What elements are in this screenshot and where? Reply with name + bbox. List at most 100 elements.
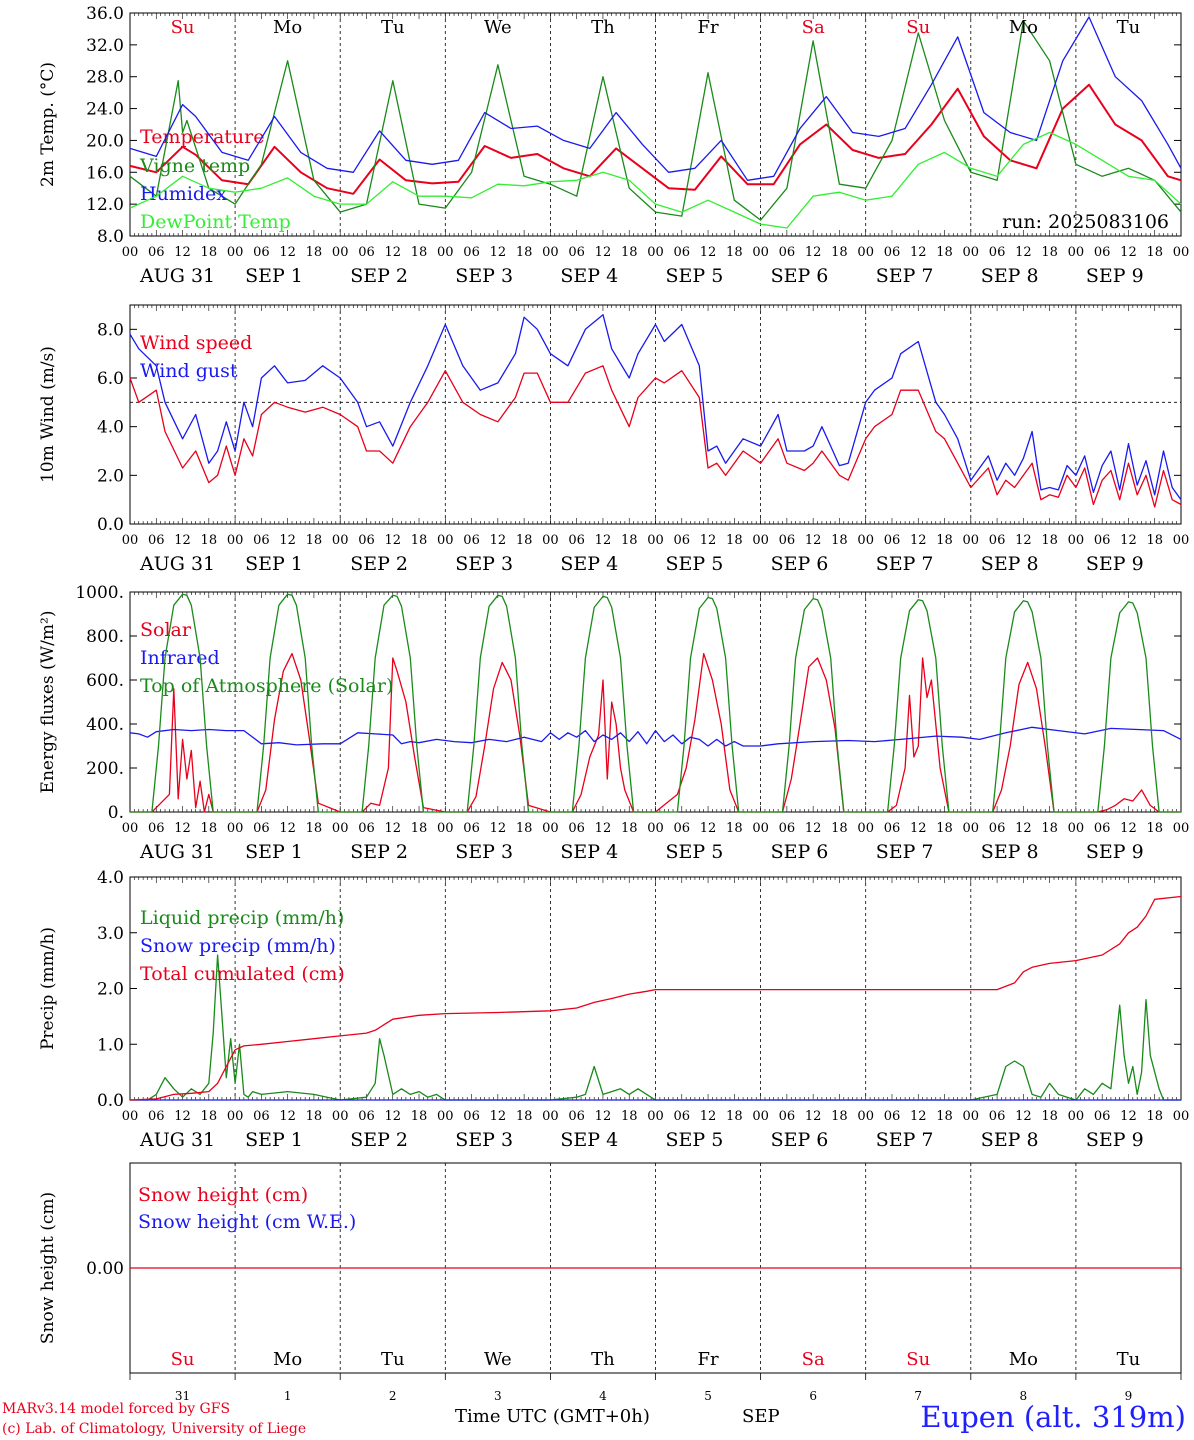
hour-label: 00 — [1068, 821, 1085, 836]
y-tick-label: 4.0 — [97, 868, 124, 888]
legend-entry: Total cumulated (cm) — [140, 963, 345, 985]
hour-label: 00 — [857, 1109, 874, 1124]
hour-label: 06 — [358, 1109, 375, 1124]
hour-label: 00 — [1068, 533, 1085, 548]
weekday-label: Su — [171, 1349, 195, 1370]
hour-label: 06 — [779, 821, 796, 836]
hour-label: 06 — [148, 821, 165, 836]
hour-label: 12 — [490, 533, 507, 548]
hour-label: 18 — [726, 821, 743, 836]
legend-entry: Wind gust — [140, 360, 238, 382]
hour-label: 12 — [700, 533, 717, 548]
hour-label: 18 — [411, 245, 428, 260]
hour-label: 12 — [1015, 1109, 1032, 1124]
hour-label: 06 — [779, 1109, 796, 1124]
hour-label: 00 — [857, 821, 874, 836]
legend-entry: Wind speed — [140, 332, 252, 354]
weekday-label: We — [484, 17, 512, 38]
hour-label: 00 — [227, 1109, 244, 1124]
lab-credit: (c) Lab. of Climatology, University of L… — [2, 1421, 307, 1437]
date-label: SEP 6 — [771, 1129, 829, 1151]
hour-label: 18 — [726, 1109, 743, 1124]
hour-label: 18 — [201, 245, 218, 260]
hour-label: 18 — [306, 245, 323, 260]
hour-label: 00 — [122, 533, 139, 548]
weekday-label: Fr — [698, 17, 719, 38]
hour-label: 12 — [1015, 245, 1032, 260]
hour-label: 06 — [358, 245, 375, 260]
hour-label: 12 — [384, 533, 401, 548]
hour-label: 18 — [516, 821, 533, 836]
day-number: 4 — [599, 1389, 607, 1403]
hour-label: 06 — [253, 821, 270, 836]
hour-label: 00 — [542, 533, 559, 548]
y-tick-label: 3.0 — [97, 924, 124, 944]
hour-label: 00 — [857, 245, 874, 260]
y-tick-label: 1000. — [75, 583, 124, 603]
date-label: SEP 6 — [771, 265, 829, 287]
hour-label: 12 — [384, 821, 401, 836]
hour-label: 12 — [910, 245, 927, 260]
y-tick-label: 12.0 — [86, 195, 124, 215]
series-line-infrared — [129, 726, 1182, 747]
hour-label: 18 — [411, 533, 428, 548]
date-label: SEP 3 — [455, 1129, 513, 1151]
weekday-label: Sa — [802, 1349, 825, 1370]
hour-label: 06 — [1094, 533, 1111, 548]
date-label: AUG 31 — [139, 265, 215, 287]
hour-label: 06 — [253, 533, 270, 548]
hour-label: 06 — [779, 533, 796, 548]
hour-label: 18 — [936, 1109, 953, 1124]
legend-entry: Vigne temp — [139, 155, 250, 177]
hour-label: 12 — [595, 821, 612, 836]
hour-label: 00 — [647, 533, 664, 548]
series-line-vigne-temp — [129, 20, 1182, 221]
hour-label: 18 — [516, 245, 533, 260]
y-tick-label: 0. — [108, 803, 124, 823]
x-axis-month: SEP — [742, 1406, 780, 1427]
hour-label: 06 — [674, 533, 691, 548]
day-number: 6 — [809, 1389, 817, 1403]
hour-label: 00 — [437, 245, 454, 260]
date-label: SEP 4 — [560, 553, 618, 575]
weekday-label: Tu — [1117, 1349, 1141, 1370]
weekday-label: Mo — [273, 17, 302, 38]
hour-label: 06 — [884, 533, 901, 548]
y-tick-label: 0.00 — [86, 1259, 124, 1279]
hour-label: 12 — [805, 533, 822, 548]
hour-label: 00 — [332, 1109, 349, 1124]
y-tick-label: 2.0 — [97, 980, 124, 1000]
series-line-total-cumulated-cm- — [129, 895, 1182, 1101]
hour-label: 00 — [122, 821, 139, 836]
date-label: AUG 31 — [139, 553, 215, 575]
panel-frame-1 — [129, 12, 1182, 237]
hour-label: 00 — [752, 821, 769, 836]
weekday-label: We — [484, 1349, 512, 1370]
legend-entry: Infrared — [140, 647, 220, 669]
hour-label: 00 — [542, 1109, 559, 1124]
hour-label: 12 — [174, 821, 191, 836]
hour-label: 00 — [647, 1109, 664, 1124]
hour-label: 18 — [831, 1109, 848, 1124]
hour-label: 00 — [227, 245, 244, 260]
date-label: SEP 1 — [245, 553, 303, 575]
hour-label: 06 — [568, 533, 585, 548]
hour-label: 00 — [752, 533, 769, 548]
hour-label: 12 — [910, 1109, 927, 1124]
hour-label: 06 — [358, 533, 375, 548]
date-label: SEP 2 — [350, 265, 408, 287]
hour-label: 00 — [332, 533, 349, 548]
hour-label: 12 — [805, 245, 822, 260]
hour-label: 18 — [726, 245, 743, 260]
hour-label: 12 — [595, 533, 612, 548]
weekday-label: Su — [171, 17, 195, 38]
hour-label: 12 — [910, 533, 927, 548]
legend-entry: Temperature — [140, 126, 264, 148]
legend-entry: Solar — [140, 619, 192, 641]
legend-entry: Snow height (cm W.E.) — [138, 1211, 356, 1233]
series-line-wind-gust — [129, 314, 1182, 501]
hour-label: 06 — [884, 245, 901, 260]
legend-entry: Humidex — [140, 183, 227, 205]
hour-label: 00 — [752, 1109, 769, 1124]
hour-label: 12 — [279, 1109, 296, 1124]
